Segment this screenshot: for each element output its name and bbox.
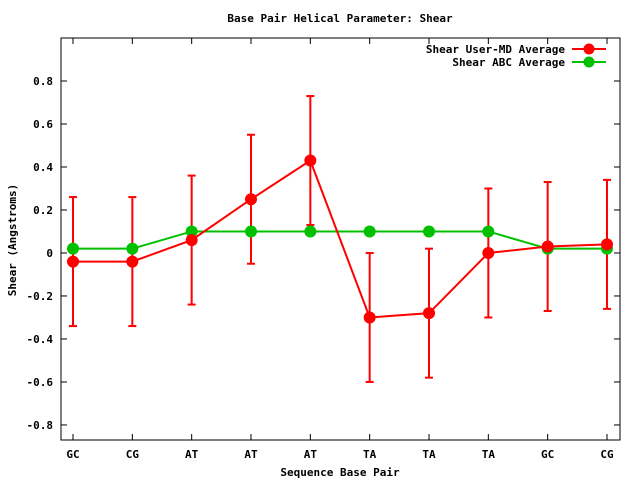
data-point [482, 225, 495, 238]
y-tick-label: -0.4 [27, 333, 54, 346]
data-point [363, 225, 376, 238]
legend-marker [583, 43, 595, 55]
data-point [363, 311, 376, 324]
data-point [245, 193, 257, 206]
y-axis-label: Shear (Angstroms) [6, 184, 19, 297]
series-line [73, 230, 607, 250]
x-tick-label: GC [541, 448, 554, 461]
y-tick-label: -0.8 [27, 419, 54, 432]
data-point [126, 255, 139, 268]
x-tick-label: CG [600, 448, 614, 461]
data-point [67, 255, 79, 268]
y-tick-label: -0.6 [27, 376, 54, 389]
data-point [185, 234, 198, 247]
x-tick-label: TA [363, 448, 377, 461]
x-tick-label: TA [422, 448, 436, 461]
plot-frame [60, 37, 621, 441]
y-tick-label: 0.2 [33, 204, 53, 217]
y-tick-label: 0 [46, 247, 53, 260]
legend-marker [583, 56, 595, 68]
chart-title: Base Pair Helical Parameter: Shear [227, 12, 453, 25]
data-point [126, 242, 139, 255]
data-point [304, 225, 317, 238]
y-tick-label: 0.8 [33, 75, 53, 88]
x-axis-ticks: GC CG AT AT AT TA TA TA GC CG [66, 38, 614, 461]
data-point [67, 242, 79, 255]
x-tick-label: CG [126, 448, 140, 461]
x-axis-label: Sequence Base Pair [280, 466, 400, 479]
series-line [73, 159, 608, 319]
data-point [601, 238, 613, 251]
data-point [541, 240, 554, 253]
data-point [482, 246, 495, 259]
x-tick-label: AT [185, 448, 199, 461]
data-point [423, 225, 435, 238]
y-tick-label: -0.2 [27, 290, 54, 303]
legend-label: Shear User-MD Average [426, 43, 565, 56]
x-tick-label: GC [66, 448, 79, 461]
y-axis-ticks: -0.8 -0.6 -0.4 -0.2 0 0.2 0.4 0.6 0.8 [27, 75, 620, 432]
y-tick-label: 0.4 [33, 161, 53, 174]
y-tick-label: 0.6 [33, 118, 53, 131]
series-0 [67, 154, 613, 324]
data-point [245, 225, 257, 238]
legend-label: Shear ABC Average [452, 56, 565, 69]
x-tick-label: AT [244, 448, 258, 461]
data-point [304, 154, 317, 167]
data-point [423, 307, 435, 320]
x-tick-label: TA [482, 448, 496, 461]
series-layer [67, 95, 613, 383]
x-tick-label: AT [304, 448, 318, 461]
